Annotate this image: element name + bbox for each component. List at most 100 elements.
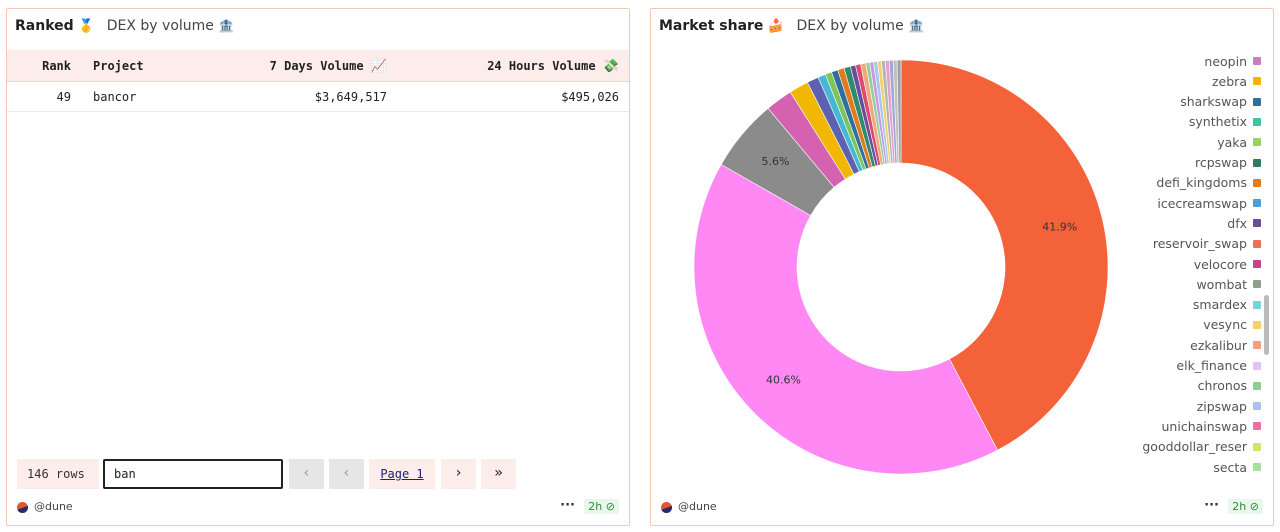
panel-subtitle: DEX by volume [106,18,214,34]
table-header: Rank Project 7 Days Volume 📈 24 Hours Vo… [7,50,629,82]
legend-item-zebra[interactable]: zebra [1212,71,1261,91]
owner-link[interactable]: @dune [678,500,717,513]
legend-label: yaka [1217,134,1247,150]
legend-label: chronos [1197,378,1247,394]
legend-item-zipswap[interactable]: zipswap [1197,396,1261,416]
market-share-donut-chart[interactable]: 41.9% 40.6% 5.6% [691,57,1111,477]
legend-label: ezkalibur [1190,337,1247,353]
check-circle-icon: ⊘ [1249,500,1259,513]
legend-swatch [1253,239,1261,248]
medal-icon: 🥇 [78,19,95,34]
legend-item-icecreamswap[interactable]: icecreamswap [1157,193,1261,213]
legend-item-unichainswap[interactable]: unichainswap [1161,416,1261,436]
legend-swatch [1253,178,1261,187]
owner-link[interactable]: @dune [34,500,73,513]
prev-page-alt-button[interactable]: ‹ [329,459,364,489]
legend-scrollbar[interactable] [1264,295,1269,355]
legend-swatch [1253,280,1261,289]
legend-item-defi-kingdoms[interactable]: defi_kingdoms [1156,173,1261,193]
market-share-panel-title: Market share 🍰 DEX by volume 🏦 [659,18,924,34]
legend-item-sharkswap[interactable]: sharkswap [1180,92,1261,112]
panel-title: Market share [659,18,764,34]
legend-item-velocore[interactable]: velocore [1194,254,1261,274]
more-menu-button[interactable]: ··· [560,498,575,513]
legend-swatch [1253,199,1261,208]
cell-24h-volume: $495,026 [561,90,619,104]
legend-swatch [1253,117,1261,126]
column-header-project[interactable]: Project [93,59,144,73]
legend-label: reservoir_swap [1152,236,1247,252]
legend-label: dfx [1227,215,1247,231]
legend-label: icecreamswap [1157,195,1247,211]
column-header-24h-volume[interactable]: 24 Hours Volume 💸 [487,59,619,74]
legend-item-smardex[interactable]: smardex [1193,295,1261,315]
panel-subtitle: DEX by volume [796,18,904,34]
legend-item-chronos[interactable]: chronos [1198,376,1261,396]
legend-swatch [1253,341,1261,350]
legend-item-wombat[interactable]: wombat [1196,274,1261,294]
legend-swatch [1253,300,1261,309]
legend-item-yaka[interactable]: yaka [1217,132,1261,152]
market-share-panel: Market share 🍰 DEX by volume 🏦 41.9% 40.6… [650,8,1274,526]
legend-label: velocore [1193,256,1247,272]
column-header-7d-volume[interactable]: 7 Days Volume 📈 [270,59,387,74]
table-pager: 146 rows ‹ ‹ Page 1 › » [7,459,629,489]
legend-swatch [1253,158,1261,167]
legend-swatch [1253,463,1261,471]
refresh-age-badge: 2h ⊘ [584,499,619,514]
dune-logo-icon [17,502,28,513]
legend-label: defi_kingdoms [1156,175,1247,191]
legend-item-vesync[interactable]: vesync [1203,315,1261,335]
legend-label: unichainswap [1161,418,1248,434]
legend-swatch [1253,442,1261,451]
legend-label: zebra [1212,73,1247,89]
check-circle-icon: ⊘ [605,500,615,513]
legend-swatch [1253,97,1261,106]
legend-label: synthetix [1188,114,1247,130]
legend-label: smardex [1192,297,1247,313]
column-header-7d-label: 7 Days Volume [269,59,364,73]
next-page-button[interactable]: › [441,459,476,489]
cell-7d-volume: $3,649,517 [314,90,387,104]
legend-label: neopin [1204,53,1247,69]
legend-item-dfx[interactable]: dfx [1227,213,1261,233]
legend-swatch [1253,320,1261,329]
legend-item-ezkalibur[interactable]: ezkalibur [1190,335,1261,355]
refresh-age-label: 2h [1232,500,1247,513]
page-number-button[interactable]: Page 1 [369,459,435,489]
prev-page-button[interactable]: ‹ [289,459,324,489]
last-page-button[interactable]: » [481,459,516,489]
table-row: 49 bancor $3,649,517 $495,026 [7,82,629,112]
legend-label: secta [1213,459,1247,475]
pie-slice-22[interactable] [896,59,902,164]
cell-rank: 49 [56,90,71,104]
ranked-panel: Ranked 🥇 DEX by volume 🏦 Rank Project 7 … [6,8,630,526]
legend-item-rcpswap[interactable]: rcpswap [1195,153,1261,173]
legend-swatch [1253,219,1261,228]
chart-up-icon: 📈 [370,59,387,74]
legend-swatch [1253,138,1261,147]
legend-item-synthetix[interactable]: synthetix [1189,112,1261,132]
refresh-age-badge: 2h ⊘ [1228,499,1263,514]
bank-icon: 🏦 [908,19,925,34]
slice-label-0: 41.9% [1042,221,1077,234]
pie-slice-0[interactable] [900,59,1109,451]
cell-project: bancor [93,90,137,104]
slice-label-1: 40.6% [766,374,801,387]
pie-slice-1[interactable] [693,164,998,475]
panel-footer: @dune ··· 2h ⊘ [651,497,1273,517]
legend-label: elk_finance [1176,358,1247,373]
legend-item-neopin[interactable]: neopin [1204,51,1261,71]
legend-item-gooddollar-reser[interactable]: gooddollar_reser [1142,437,1261,457]
legend-label: vesync [1203,317,1247,333]
money-icon: 💸 [602,59,619,74]
legend-item-reservoir-swap[interactable]: reservoir_swap [1153,234,1261,254]
column-header-rank[interactable]: Rank [42,59,71,73]
search-input[interactable] [103,459,283,489]
slice-label-2: 5.6% [762,155,790,168]
more-menu-button[interactable]: ··· [1204,498,1219,513]
refresh-age-label: 2h [588,500,603,513]
legend-swatch [1253,77,1261,86]
legend-item-secta[interactable]: secta [1213,457,1261,477]
legend-item-elk-finance[interactable]: elk_finance [1176,356,1261,376]
